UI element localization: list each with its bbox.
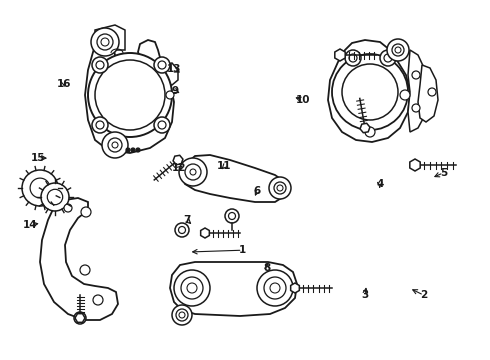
Polygon shape bbox=[173, 155, 183, 165]
Circle shape bbox=[179, 312, 185, 318]
Text: 8: 8 bbox=[264, 263, 270, 273]
Circle shape bbox=[270, 283, 280, 293]
Circle shape bbox=[74, 312, 86, 324]
Circle shape bbox=[136, 148, 140, 152]
Circle shape bbox=[345, 50, 361, 66]
Circle shape bbox=[81, 207, 91, 217]
Circle shape bbox=[92, 57, 108, 73]
Polygon shape bbox=[360, 123, 370, 133]
Circle shape bbox=[365, 127, 375, 137]
Circle shape bbox=[187, 283, 197, 293]
Text: 11: 11 bbox=[217, 161, 232, 171]
Text: 16: 16 bbox=[56, 78, 71, 89]
Circle shape bbox=[179, 158, 207, 186]
Circle shape bbox=[174, 270, 210, 306]
Polygon shape bbox=[85, 40, 174, 153]
Polygon shape bbox=[201, 228, 209, 238]
Circle shape bbox=[95, 60, 165, 130]
Text: 5: 5 bbox=[440, 168, 447, 178]
Circle shape bbox=[412, 104, 420, 112]
Circle shape bbox=[400, 90, 410, 100]
Text: 10: 10 bbox=[295, 95, 310, 105]
Circle shape bbox=[91, 28, 119, 56]
Circle shape bbox=[175, 223, 189, 237]
Circle shape bbox=[332, 54, 408, 130]
Circle shape bbox=[97, 34, 113, 50]
Circle shape bbox=[77, 315, 83, 321]
Text: 2: 2 bbox=[420, 290, 427, 300]
Circle shape bbox=[392, 44, 404, 56]
Polygon shape bbox=[418, 65, 438, 122]
Circle shape bbox=[102, 132, 128, 158]
Polygon shape bbox=[328, 40, 410, 142]
Circle shape bbox=[166, 91, 174, 99]
Circle shape bbox=[225, 209, 239, 223]
Polygon shape bbox=[40, 198, 118, 320]
Text: 1: 1 bbox=[239, 245, 246, 255]
Circle shape bbox=[80, 265, 90, 275]
Polygon shape bbox=[335, 49, 345, 61]
Circle shape bbox=[93, 295, 103, 305]
Circle shape bbox=[228, 212, 236, 220]
Circle shape bbox=[178, 226, 186, 234]
Text: 7: 7 bbox=[183, 215, 191, 225]
Text: 13: 13 bbox=[167, 64, 181, 75]
Polygon shape bbox=[183, 155, 287, 202]
Polygon shape bbox=[75, 314, 85, 322]
Circle shape bbox=[190, 169, 196, 175]
Circle shape bbox=[172, 305, 192, 325]
Circle shape bbox=[64, 204, 72, 212]
Circle shape bbox=[185, 164, 201, 180]
Circle shape bbox=[380, 50, 396, 66]
Circle shape bbox=[384, 54, 392, 62]
Polygon shape bbox=[291, 283, 299, 293]
Circle shape bbox=[264, 277, 286, 299]
Circle shape bbox=[108, 138, 122, 152]
Polygon shape bbox=[118, 55, 135, 62]
Circle shape bbox=[428, 88, 436, 96]
Circle shape bbox=[41, 183, 69, 211]
Circle shape bbox=[96, 61, 104, 69]
Text: 4: 4 bbox=[376, 179, 384, 189]
Circle shape bbox=[158, 121, 166, 129]
Circle shape bbox=[274, 182, 286, 194]
Circle shape bbox=[126, 148, 130, 152]
Circle shape bbox=[112, 142, 118, 148]
Circle shape bbox=[131, 148, 135, 152]
Text: 9: 9 bbox=[172, 86, 178, 96]
Polygon shape bbox=[162, 63, 178, 85]
Circle shape bbox=[22, 170, 58, 206]
Circle shape bbox=[342, 64, 398, 120]
Circle shape bbox=[154, 117, 170, 133]
Text: 14: 14 bbox=[23, 220, 38, 230]
Circle shape bbox=[277, 185, 283, 191]
Polygon shape bbox=[408, 50, 428, 132]
Polygon shape bbox=[95, 25, 125, 50]
Circle shape bbox=[154, 57, 170, 73]
Polygon shape bbox=[410, 159, 420, 171]
Circle shape bbox=[412, 71, 420, 79]
Circle shape bbox=[257, 270, 293, 306]
Circle shape bbox=[395, 47, 401, 53]
Circle shape bbox=[176, 309, 188, 321]
Circle shape bbox=[96, 121, 104, 129]
Circle shape bbox=[101, 38, 109, 46]
Text: 12: 12 bbox=[172, 163, 186, 174]
Text: 15: 15 bbox=[31, 153, 46, 163]
Circle shape bbox=[158, 61, 166, 69]
Circle shape bbox=[387, 39, 409, 61]
Circle shape bbox=[92, 117, 108, 133]
Polygon shape bbox=[170, 262, 297, 316]
Polygon shape bbox=[35, 178, 45, 198]
Circle shape bbox=[48, 189, 63, 205]
Circle shape bbox=[181, 277, 203, 299]
Circle shape bbox=[30, 178, 50, 198]
Circle shape bbox=[88, 53, 172, 137]
Circle shape bbox=[269, 177, 291, 199]
Text: 6: 6 bbox=[254, 186, 261, 196]
Text: 3: 3 bbox=[362, 290, 368, 300]
Circle shape bbox=[349, 54, 357, 62]
